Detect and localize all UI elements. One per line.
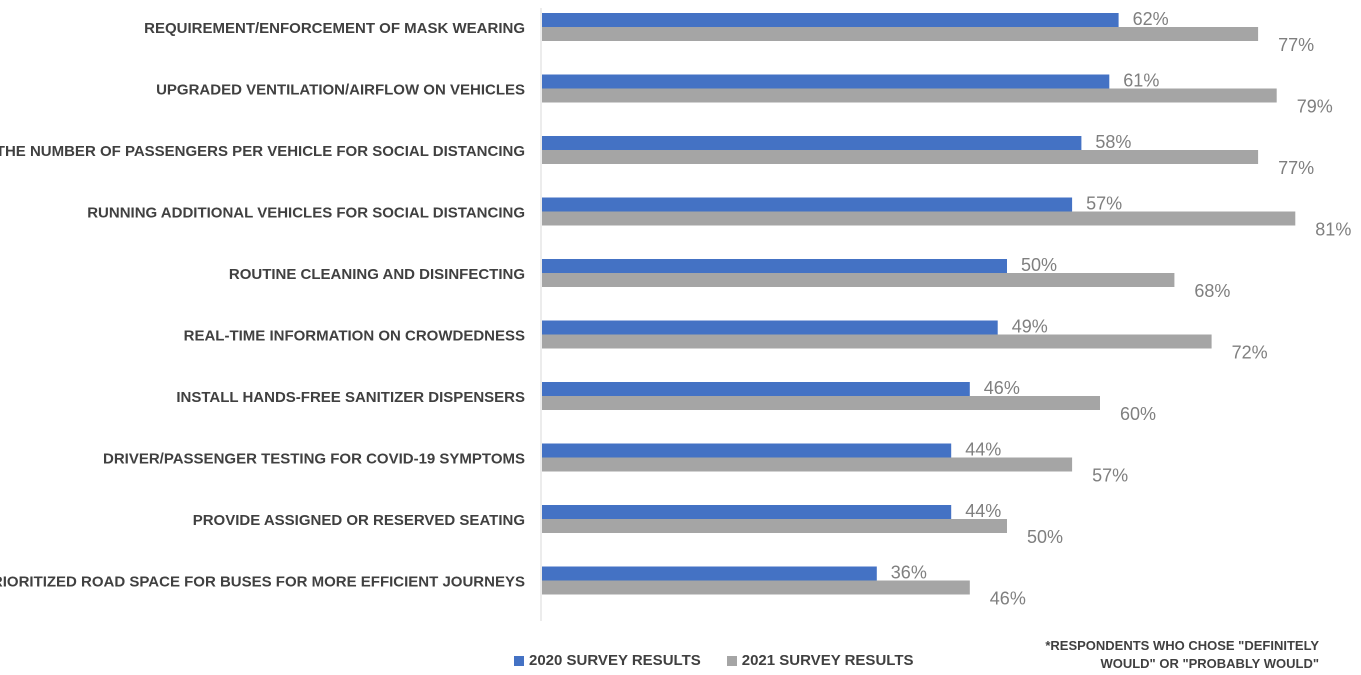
data-label-2020: 58% xyxy=(1095,132,1131,152)
bar-2021 xyxy=(542,27,1259,41)
category-label: REAL-TIME INFORMATION ON CROWDEDNESS xyxy=(184,328,525,345)
bar-2020 xyxy=(542,320,998,335)
chart-legend: 2020 SURVEY RESULTS 2021 SURVEY RESULTS xyxy=(514,652,940,669)
data-label-2021: 81% xyxy=(1315,220,1351,240)
legend-label-2020: 2020 SURVEY RESULTS xyxy=(529,652,701,669)
data-label-2021: 60% xyxy=(1120,404,1156,424)
bar-2020 xyxy=(542,505,952,519)
bar-2021 xyxy=(542,396,1100,410)
category-label: PRIORITIZED ROAD SPACE FOR BUSES FOR MOR… xyxy=(0,574,525,591)
data-label-2020: 50% xyxy=(1021,255,1057,275)
bar-2020 xyxy=(542,566,877,581)
footnote-line-2: WOULD" OR "PROBABLY WOULD" xyxy=(1100,656,1319,671)
legend-swatch-2021 xyxy=(726,655,737,666)
category-label: LIMIT THE NUMBER OF PASSENGERS PER VEHIC… xyxy=(0,143,525,160)
data-label-2020: 49% xyxy=(1012,317,1048,337)
bar-2020 xyxy=(542,197,1073,212)
data-label-2021: 77% xyxy=(1278,158,1314,178)
bar-2021 xyxy=(542,88,1277,103)
data-label-2020: 46% xyxy=(984,378,1020,398)
bar-2020 xyxy=(542,382,970,396)
data-label-2021: 72% xyxy=(1232,343,1268,363)
bar-2020 xyxy=(542,259,1007,273)
data-label-2020: 62% xyxy=(1133,9,1169,29)
bar-2020 xyxy=(542,74,1110,89)
data-label-2021: 46% xyxy=(990,589,1026,609)
category-label: RUNNING ADDITIONAL VEHICLES FOR SOCIAL D… xyxy=(87,205,525,222)
category-label: UPGRADED VENTILATION/AIRFLOW ON VEHICLES xyxy=(156,82,525,99)
legend-swatch-2020 xyxy=(514,655,524,666)
data-label-2020: 44% xyxy=(965,501,1001,521)
category-label: DRIVER/PASSENGER TESTING FOR COVID-19 SY… xyxy=(103,451,525,468)
bar-2020 xyxy=(542,443,952,458)
data-label-2020: 57% xyxy=(1086,194,1122,214)
category-label: REQUIREMENT/ENFORCEMENT OF MASK WEARING xyxy=(144,20,525,37)
bar-2021 xyxy=(542,150,1259,164)
data-label-2020: 36% xyxy=(891,563,927,583)
bar-2021 xyxy=(542,457,1073,472)
data-label-2021: 77% xyxy=(1278,35,1314,55)
category-label: INSTALL HANDS-FREE SANITIZER DISPENSERS xyxy=(176,389,525,406)
bar-2021 xyxy=(542,334,1212,349)
data-label-2021: 68% xyxy=(1194,281,1230,301)
data-label-2021: 50% xyxy=(1027,527,1063,547)
bar-2021 xyxy=(542,580,970,595)
data-label-2020: 61% xyxy=(1123,71,1159,91)
legend-item-2020: 2020 SURVEY RESULTS xyxy=(514,652,701,669)
bar-2021 xyxy=(542,211,1296,226)
footnote: *RESPONDENTS WHO CHOSE "DEFINITELY WOULD… xyxy=(1045,637,1319,673)
bar-2021 xyxy=(542,273,1175,287)
category-label: ROUTINE CLEANING AND DISINFECTING xyxy=(229,266,525,283)
data-label-2021: 57% xyxy=(1092,466,1128,486)
legend-item-2021: 2021 SURVEY RESULTS xyxy=(726,652,914,669)
data-label-2020: 44% xyxy=(965,440,1001,460)
category-label: PROVIDE ASSIGNED OR RESERVED SEATING xyxy=(193,512,525,529)
legend-label-2021: 2021 SURVEY RESULTS xyxy=(741,652,914,669)
data-label-2021: 79% xyxy=(1297,97,1333,117)
bar-2020 xyxy=(542,136,1082,150)
bar-2020 xyxy=(542,13,1119,27)
bar-2021 xyxy=(542,519,1007,533)
footnote-line-1: *RESPONDENTS WHO CHOSE "DEFINITELY xyxy=(1045,638,1319,653)
